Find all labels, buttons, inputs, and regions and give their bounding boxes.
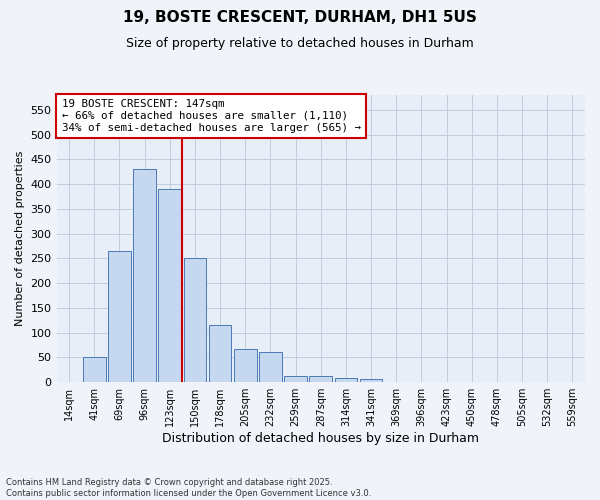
Text: 19, BOSTE CRESCENT, DURHAM, DH1 5US: 19, BOSTE CRESCENT, DURHAM, DH1 5US — [123, 10, 477, 25]
Bar — [360, 379, 382, 382]
Text: Contains HM Land Registry data © Crown copyright and database right 2025.
Contai: Contains HM Land Registry data © Crown c… — [6, 478, 371, 498]
Bar — [158, 189, 181, 382]
Bar — [108, 251, 131, 382]
Text: 19 BOSTE CRESCENT: 147sqm
← 66% of detached houses are smaller (1,110)
34% of se: 19 BOSTE CRESCENT: 147sqm ← 66% of detac… — [62, 100, 361, 132]
Bar — [310, 376, 332, 382]
Bar — [133, 170, 156, 382]
Bar — [335, 378, 357, 382]
Bar — [284, 376, 307, 382]
Bar — [209, 326, 232, 382]
Y-axis label: Number of detached properties: Number of detached properties — [15, 151, 25, 326]
X-axis label: Distribution of detached houses by size in Durham: Distribution of detached houses by size … — [162, 432, 479, 445]
Bar — [184, 258, 206, 382]
Bar — [259, 352, 282, 382]
Bar — [234, 348, 257, 382]
Bar — [83, 358, 106, 382]
Text: Size of property relative to detached houses in Durham: Size of property relative to detached ho… — [126, 38, 474, 51]
